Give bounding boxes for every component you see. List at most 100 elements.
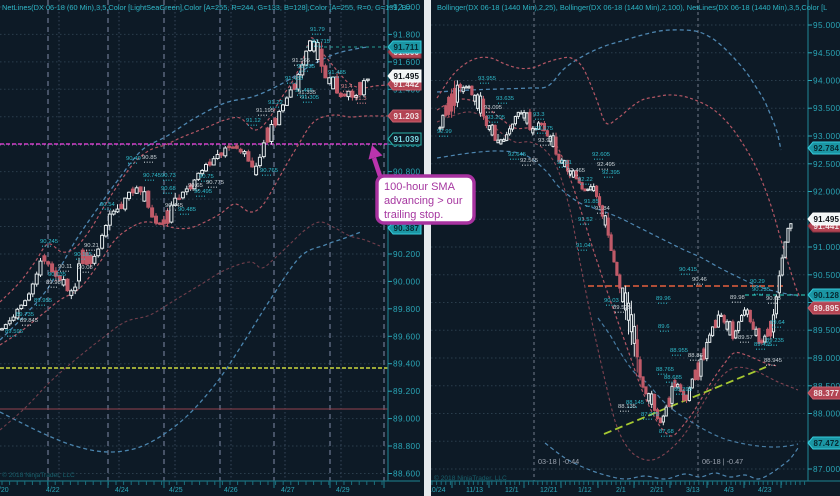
svg-text:90.035: 90.035 bbox=[48, 272, 67, 278]
svg-text:4/22: 4/22 bbox=[46, 487, 60, 494]
svg-text:89.98: 89.98 bbox=[730, 295, 745, 301]
svg-text:92.000: 92.000 bbox=[393, 3, 420, 12]
svg-text:90.775: 90.775 bbox=[206, 180, 225, 186]
svg-text:2/21: 2/21 bbox=[650, 487, 664, 494]
svg-text:91.635: 91.635 bbox=[297, 64, 316, 70]
svg-text:90.11: 90.11 bbox=[58, 264, 72, 270]
svg-text:88.86: 88.86 bbox=[688, 353, 703, 359]
svg-text:4/24: 4/24 bbox=[115, 487, 129, 494]
svg-text:90.54: 90.54 bbox=[100, 202, 115, 208]
svg-text:90.73: 90.73 bbox=[161, 173, 176, 179]
svg-text:89.845: 89.845 bbox=[20, 318, 39, 324]
svg-text:90.500: 90.500 bbox=[813, 271, 840, 280]
svg-text:87.472: 87.472 bbox=[814, 439, 840, 448]
svg-text:06-18 | -0.47: 06-18 | -0.47 bbox=[702, 457, 743, 466]
svg-text:88.945: 88.945 bbox=[764, 358, 783, 364]
svg-text:90.128: 90.128 bbox=[814, 291, 840, 300]
svg-text:89.735: 89.735 bbox=[16, 312, 35, 318]
svg-text:91.800: 91.800 bbox=[393, 30, 420, 39]
svg-text:94.000: 94.000 bbox=[813, 77, 840, 86]
svg-text:91.79: 91.79 bbox=[310, 27, 325, 33]
svg-text:87.68: 87.68 bbox=[659, 429, 674, 435]
svg-text:4/3: 4/3 bbox=[724, 487, 734, 494]
svg-text:03-18 | -0.44: 03-18 | -0.44 bbox=[538, 457, 579, 466]
svg-text:88.000: 88.000 bbox=[813, 410, 840, 419]
svg-text:88.500: 88.500 bbox=[813, 382, 840, 391]
svg-text:93.955: 93.955 bbox=[478, 76, 497, 82]
svg-text:91.3: 91.3 bbox=[355, 96, 367, 102]
svg-text:11/13: 11/13 bbox=[466, 487, 483, 494]
svg-text:91.495: 91.495 bbox=[814, 215, 840, 224]
svg-text:© 2018 NinjaTrader, LLC: © 2018 NinjaTrader, LLC bbox=[434, 474, 507, 482]
svg-text:2/1: 2/1 bbox=[616, 487, 626, 494]
svg-text:89.425: 89.425 bbox=[754, 342, 773, 348]
svg-text:89.000: 89.000 bbox=[393, 415, 420, 424]
svg-text:92.565: 92.565 bbox=[520, 158, 539, 164]
svg-text:92.784: 92.784 bbox=[814, 144, 840, 153]
svg-text:90.745: 90.745 bbox=[143, 173, 162, 179]
svg-text:91.565: 91.565 bbox=[292, 58, 311, 64]
svg-text:91.600: 91.600 bbox=[393, 58, 420, 67]
svg-text:92.22: 92.22 bbox=[578, 177, 593, 183]
svg-text:92.465: 92.465 bbox=[567, 168, 586, 174]
svg-text:89.595: 89.595 bbox=[5, 329, 24, 335]
svg-text:93.000: 93.000 bbox=[813, 132, 840, 141]
svg-text:4/20: 4/20 bbox=[0, 487, 9, 494]
svg-text:90.245: 90.245 bbox=[40, 239, 59, 245]
svg-text:92.605: 92.605 bbox=[592, 152, 611, 158]
svg-text:90.75: 90.75 bbox=[199, 174, 214, 180]
svg-text:90.65: 90.65 bbox=[188, 183, 203, 189]
svg-text:90.765: 90.765 bbox=[260, 168, 279, 174]
svg-text:88.800: 88.800 bbox=[393, 442, 420, 451]
svg-text:NetLines(DX 06-18 (60 Min),3,5: NetLines(DX 06-18 (60 Min),3,5,Color [Li… bbox=[2, 3, 411, 12]
svg-text:94.500: 94.500 bbox=[813, 49, 840, 58]
svg-text:89.800: 89.800 bbox=[393, 305, 420, 314]
svg-text:4/23: 4/23 bbox=[758, 487, 772, 494]
svg-text:100-hour SMA: 100-hour SMA bbox=[384, 181, 456, 193]
svg-text:88.765: 88.765 bbox=[656, 367, 675, 373]
svg-text:90.445: 90.445 bbox=[165, 203, 184, 209]
svg-text:91.465: 91.465 bbox=[295, 88, 314, 94]
svg-text:88.377: 88.377 bbox=[814, 389, 840, 398]
svg-text:trailing stop.: trailing stop. bbox=[384, 209, 443, 221]
svg-text:3/13: 3/13 bbox=[686, 487, 700, 494]
svg-text:89.400: 89.400 bbox=[393, 360, 420, 369]
svg-text:90.200: 90.200 bbox=[393, 250, 420, 259]
svg-text:88.135: 88.135 bbox=[618, 404, 637, 410]
svg-text:advancing > our: advancing > our bbox=[384, 195, 463, 207]
svg-text:90.387: 90.387 bbox=[394, 224, 420, 233]
svg-text:89.6: 89.6 bbox=[658, 324, 670, 330]
svg-text:4/29: 4/29 bbox=[336, 487, 350, 494]
svg-text:93.095: 93.095 bbox=[484, 105, 503, 111]
svg-text:93.205: 93.205 bbox=[487, 115, 506, 121]
svg-text:88.395: 88.395 bbox=[674, 387, 693, 393]
svg-text:91.305: 91.305 bbox=[301, 95, 320, 101]
svg-text:91.485: 91.485 bbox=[328, 70, 347, 76]
svg-text:91.442: 91.442 bbox=[394, 80, 420, 89]
svg-text:90.495: 90.495 bbox=[194, 189, 213, 195]
svg-text:89.64: 89.64 bbox=[770, 320, 785, 326]
svg-text:91.441: 91.441 bbox=[814, 222, 840, 231]
svg-text:10/24: 10/24 bbox=[431, 487, 446, 494]
svg-text:90.49: 90.49 bbox=[126, 156, 141, 162]
svg-text:95.000: 95.000 bbox=[813, 21, 840, 30]
svg-text:93.175: 93.175 bbox=[535, 126, 554, 132]
svg-text:89.98: 89.98 bbox=[46, 280, 61, 286]
svg-text:90.000: 90.000 bbox=[393, 277, 420, 286]
svg-text:88.685: 88.685 bbox=[664, 375, 683, 381]
svg-text:90.800: 90.800 bbox=[393, 168, 420, 177]
svg-text:90.08: 90.08 bbox=[78, 265, 93, 271]
svg-text:91.335: 91.335 bbox=[298, 90, 317, 96]
svg-text:90.85: 90.85 bbox=[142, 155, 157, 161]
svg-text:Bollinger(DX 06-18 (1440 Min),: Bollinger(DX 06-18 (1440 Min),2,25), Bol… bbox=[437, 3, 827, 12]
svg-text:90.21: 90.21 bbox=[84, 243, 99, 249]
svg-text:88.600: 88.600 bbox=[393, 470, 420, 479]
svg-text:89.500: 89.500 bbox=[813, 326, 840, 335]
svg-text:89.200: 89.200 bbox=[393, 387, 420, 396]
svg-text:90.415: 90.415 bbox=[679, 267, 698, 273]
svg-text:90.165: 90.165 bbox=[74, 252, 93, 258]
svg-text:91.195: 91.195 bbox=[256, 108, 275, 114]
svg-text:91.000: 91.000 bbox=[813, 243, 840, 252]
svg-text:93.97: 93.97 bbox=[538, 138, 553, 144]
svg-text:88.145: 88.145 bbox=[626, 400, 645, 406]
